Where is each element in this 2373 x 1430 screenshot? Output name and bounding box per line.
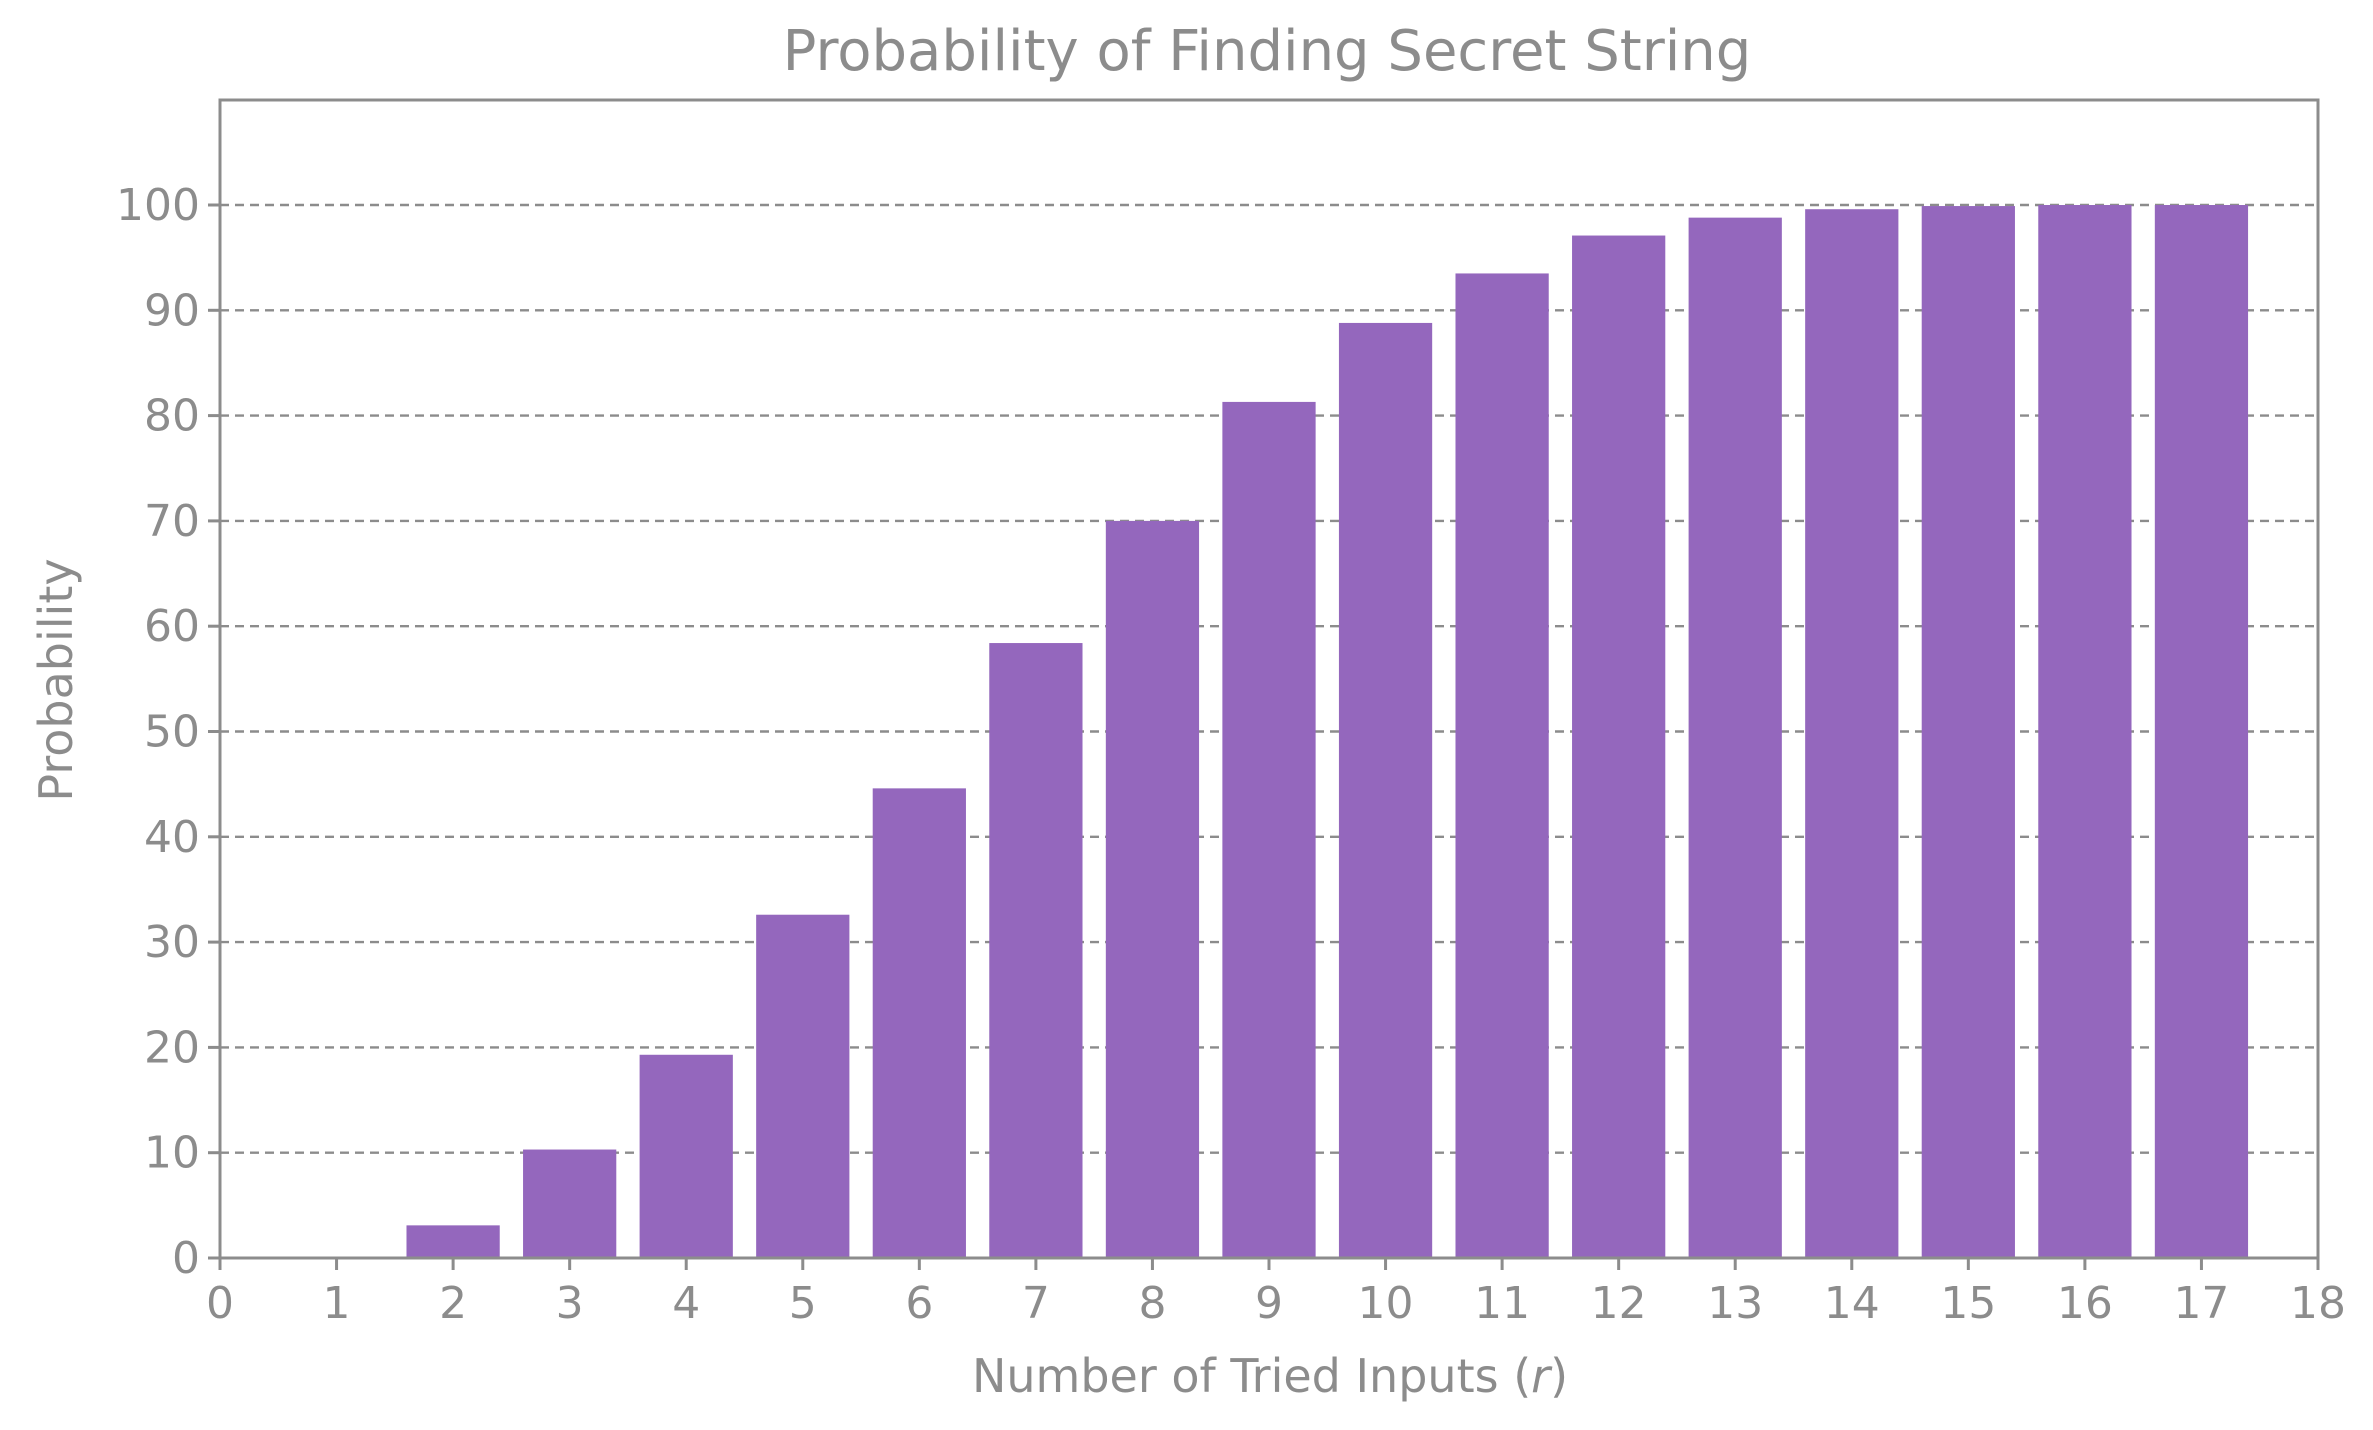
- y-tick-label: 40: [144, 812, 200, 863]
- x-tick-label: 3: [556, 1278, 584, 1329]
- bar: [639, 1054, 733, 1258]
- x-tick-label: 5: [789, 1278, 817, 1329]
- bar: [1805, 209, 1899, 1258]
- bar: [1572, 235, 1666, 1259]
- y-tick-label: 10: [144, 1128, 200, 1179]
- x-tick-label: 13: [1707, 1278, 1763, 1329]
- bar: [523, 1149, 617, 1258]
- bars: [406, 205, 2249, 1259]
- bar: [1455, 273, 1549, 1258]
- x-tick-label: 9: [1255, 1278, 1283, 1329]
- y-tick-label: 60: [144, 601, 200, 652]
- x-tick-label: 11: [1474, 1278, 1530, 1329]
- x-tick-label: 16: [2057, 1278, 2113, 1329]
- x-tick-label: 18: [2290, 1278, 2346, 1329]
- chart-title: Probability of Finding Secret String: [783, 19, 1752, 84]
- y-tick-label: 50: [144, 707, 200, 758]
- x-tick-label: 10: [1358, 1278, 1414, 1329]
- x-tick-label: 0: [206, 1278, 234, 1329]
- y-tick-label: 30: [144, 917, 200, 968]
- x-axis-label: Number of Tried Inputs (r): [972, 1349, 1568, 1403]
- x-axis-label-text: Number of Tried Inputs (: [972, 1349, 1531, 1403]
- x-axis-label-end: ): [1550, 1349, 1568, 1403]
- x-axis-label-variable: r: [1531, 1349, 1553, 1403]
- bar: [1338, 322, 1433, 1258]
- bar: [872, 788, 966, 1258]
- x-tick-label: 7: [1022, 1278, 1050, 1329]
- x-tick-label: 17: [2173, 1278, 2229, 1329]
- y-axis-label: Probability: [29, 558, 83, 801]
- x-tick-label: 12: [1591, 1278, 1647, 1329]
- x-tick-label: 2: [439, 1278, 467, 1329]
- y-tick-label: 70: [144, 496, 200, 547]
- bar: [2038, 205, 2132, 1258]
- bar: [1222, 401, 1316, 1258]
- x-tick-label: 8: [1138, 1278, 1166, 1329]
- bar: [1688, 217, 1782, 1259]
- x-tick-label: 6: [905, 1278, 933, 1329]
- x-axis-ticks: 0 1 2 3 4 5 6 7 8 9 10 11 12 13 14 15 16 17 18: [206, 1258, 2346, 1329]
- bar: [989, 643, 1083, 1258]
- y-tick-label: 100: [116, 180, 200, 231]
- y-tick-label: 90: [144, 285, 200, 336]
- y-tick-label: 0: [172, 1233, 200, 1284]
- y-tick-label: 80: [144, 391, 200, 442]
- y-tick-label: 20: [144, 1022, 200, 1073]
- x-tick-label: 15: [1940, 1278, 1996, 1329]
- x-tick-label: 1: [323, 1278, 351, 1329]
- bar: [2154, 205, 2249, 1258]
- bar: [406, 1225, 500, 1258]
- x-tick-label: 4: [672, 1278, 700, 1329]
- y-axis-ticks: 0 10 20 30 40 50 60 70 80 90 100: [116, 180, 220, 1284]
- bar: [1105, 520, 1200, 1258]
- bar: [1921, 206, 2015, 1259]
- x-tick-label: 14: [1824, 1278, 1880, 1329]
- bar: [756, 914, 850, 1258]
